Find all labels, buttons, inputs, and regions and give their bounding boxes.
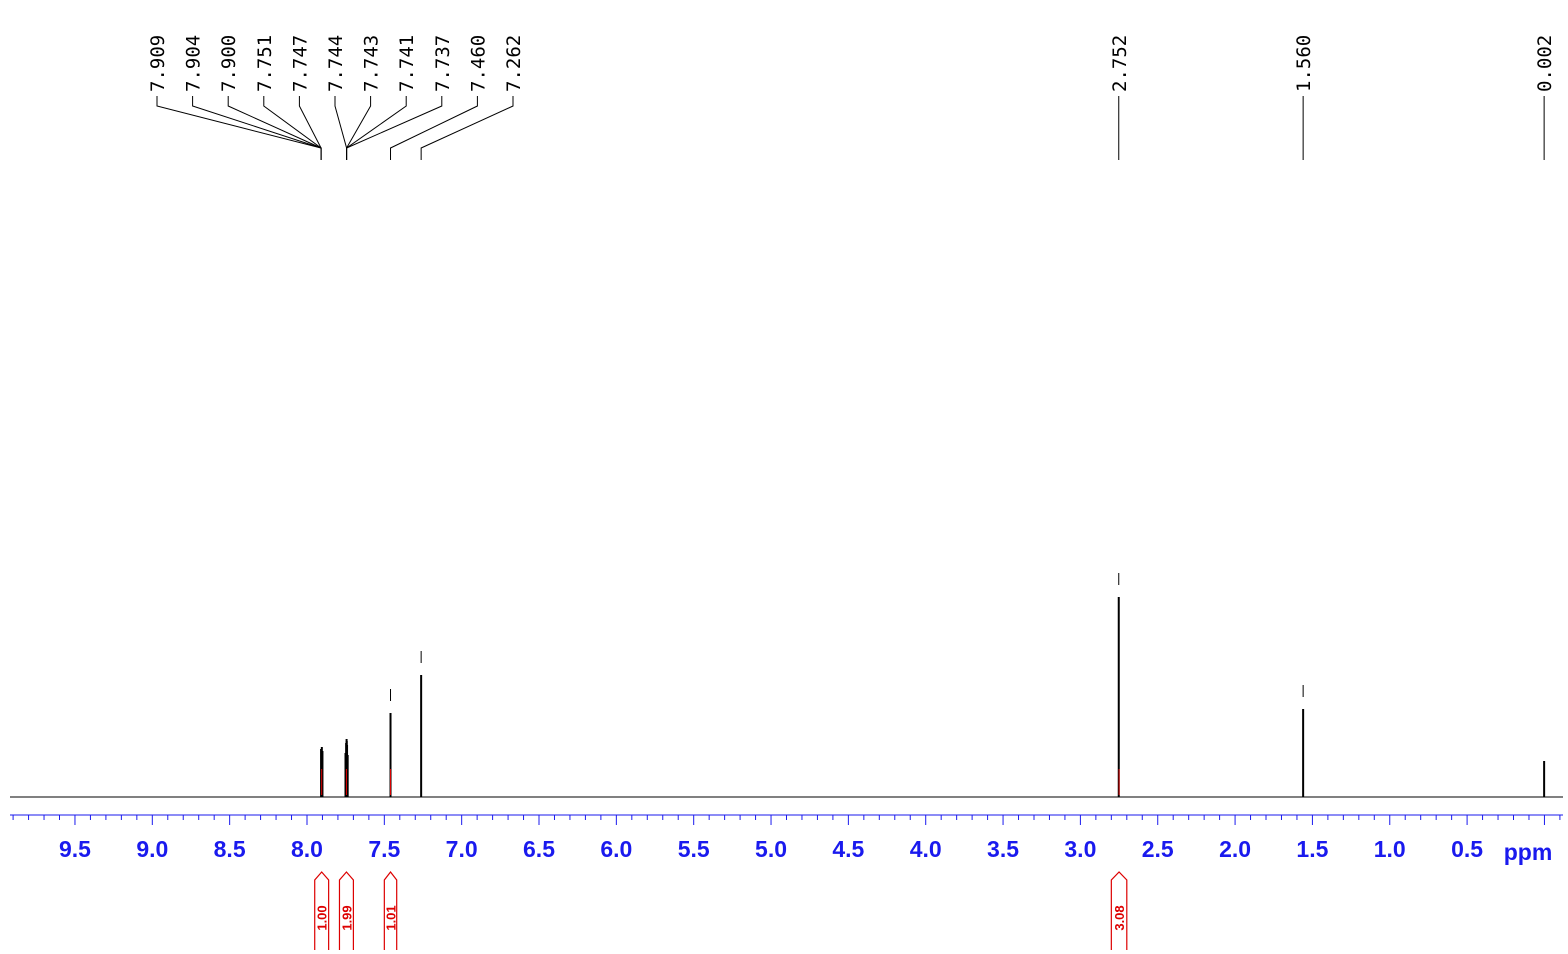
x-tick-label: 3.0 <box>1064 836 1096 862</box>
x-tick-label: 5.5 <box>678 836 710 862</box>
integral-bracket-2 <box>383 871 398 950</box>
x-tick-label: 1.0 <box>1374 836 1406 862</box>
peak-leader-3 <box>263 96 322 160</box>
x-tick-label: 6.0 <box>600 836 632 862</box>
peak-label-7: 7.741 <box>396 35 418 92</box>
x-tick-label: 7.0 <box>446 836 478 862</box>
peak-label-9: 7.460 <box>467 35 489 92</box>
peak-leader-4 <box>298 96 322 160</box>
x-tick-label: 0.5 <box>1451 836 1483 862</box>
x-axis-label: ppm <box>1504 839 1553 865</box>
integral-value-2: 1.01 <box>384 905 399 930</box>
peak-leader-0 <box>156 96 322 160</box>
x-tick-label: 1.5 <box>1296 836 1328 862</box>
x-tick-label: 5.0 <box>755 836 787 862</box>
peak-label-11: 2.752 <box>1109 35 1131 92</box>
spectrum-group <box>10 573 1563 798</box>
x-tick-label: 2.0 <box>1219 836 1251 862</box>
x-tick-label: 6.5 <box>523 836 555 862</box>
peak-label-10: 7.262 <box>503 35 525 92</box>
peak-leader-10 <box>420 96 514 160</box>
peak-label-1: 7.904 <box>183 35 205 92</box>
peak-label-4: 7.747 <box>289 35 311 92</box>
integral-value-1: 1.99 <box>339 905 354 930</box>
peak-leader-9 <box>390 96 478 160</box>
x-tick-label: 3.5 <box>987 836 1019 862</box>
peak-label-5: 7.744 <box>325 35 347 92</box>
integral-bracket-1 <box>338 871 354 950</box>
integral-value-3: 3.08 <box>1112 905 1127 930</box>
peak-leader-6 <box>346 96 372 160</box>
peak-label-group: 7.909 7.904 7.900 7.751 7.747 7.744 7.743 7.741… <box>147 35 1556 160</box>
peak-label-6: 7.743 <box>361 35 383 92</box>
integral-bracket-0 <box>314 871 330 950</box>
x-tick-label: 4.5 <box>832 836 864 862</box>
x-tick-label: 9.0 <box>136 836 168 862</box>
peak-label-8: 7.737 <box>432 35 454 92</box>
x-tick-label: 9.5 <box>59 836 91 862</box>
x-tick-label: 8.0 <box>291 836 323 862</box>
integral-group: 1.00 1.99 1.01 3.08 <box>314 769 1128 950</box>
peak-leader-7 <box>346 96 407 160</box>
peak-label-12: 1.560 <box>1293 35 1315 92</box>
x-tick-label: 2.5 <box>1142 836 1174 862</box>
x-axis: 9.5 9.0 8.5 8.0 7.5 7.0 6.5 6.0 5.5 5.0 4.5 4.0 3.5 3… <box>10 814 1563 865</box>
peak-leader-8 <box>346 96 443 160</box>
integral-value-0: 1.00 <box>315 905 330 930</box>
integral-bracket-3 <box>1110 871 1128 950</box>
x-tick-label: 8.5 <box>214 836 246 862</box>
peak-label-0: 7.909 <box>147 35 169 92</box>
peak-label-3: 7.751 <box>254 35 276 92</box>
x-tick-label: 4.0 <box>910 836 942 862</box>
x-tick-label: 7.5 <box>368 836 400 862</box>
peak-leader-5 <box>334 96 348 160</box>
peak-label-2: 7.900 <box>218 35 240 92</box>
peak-leader-1 <box>192 96 322 160</box>
peak-label-13: 0.002 <box>1534 35 1556 92</box>
